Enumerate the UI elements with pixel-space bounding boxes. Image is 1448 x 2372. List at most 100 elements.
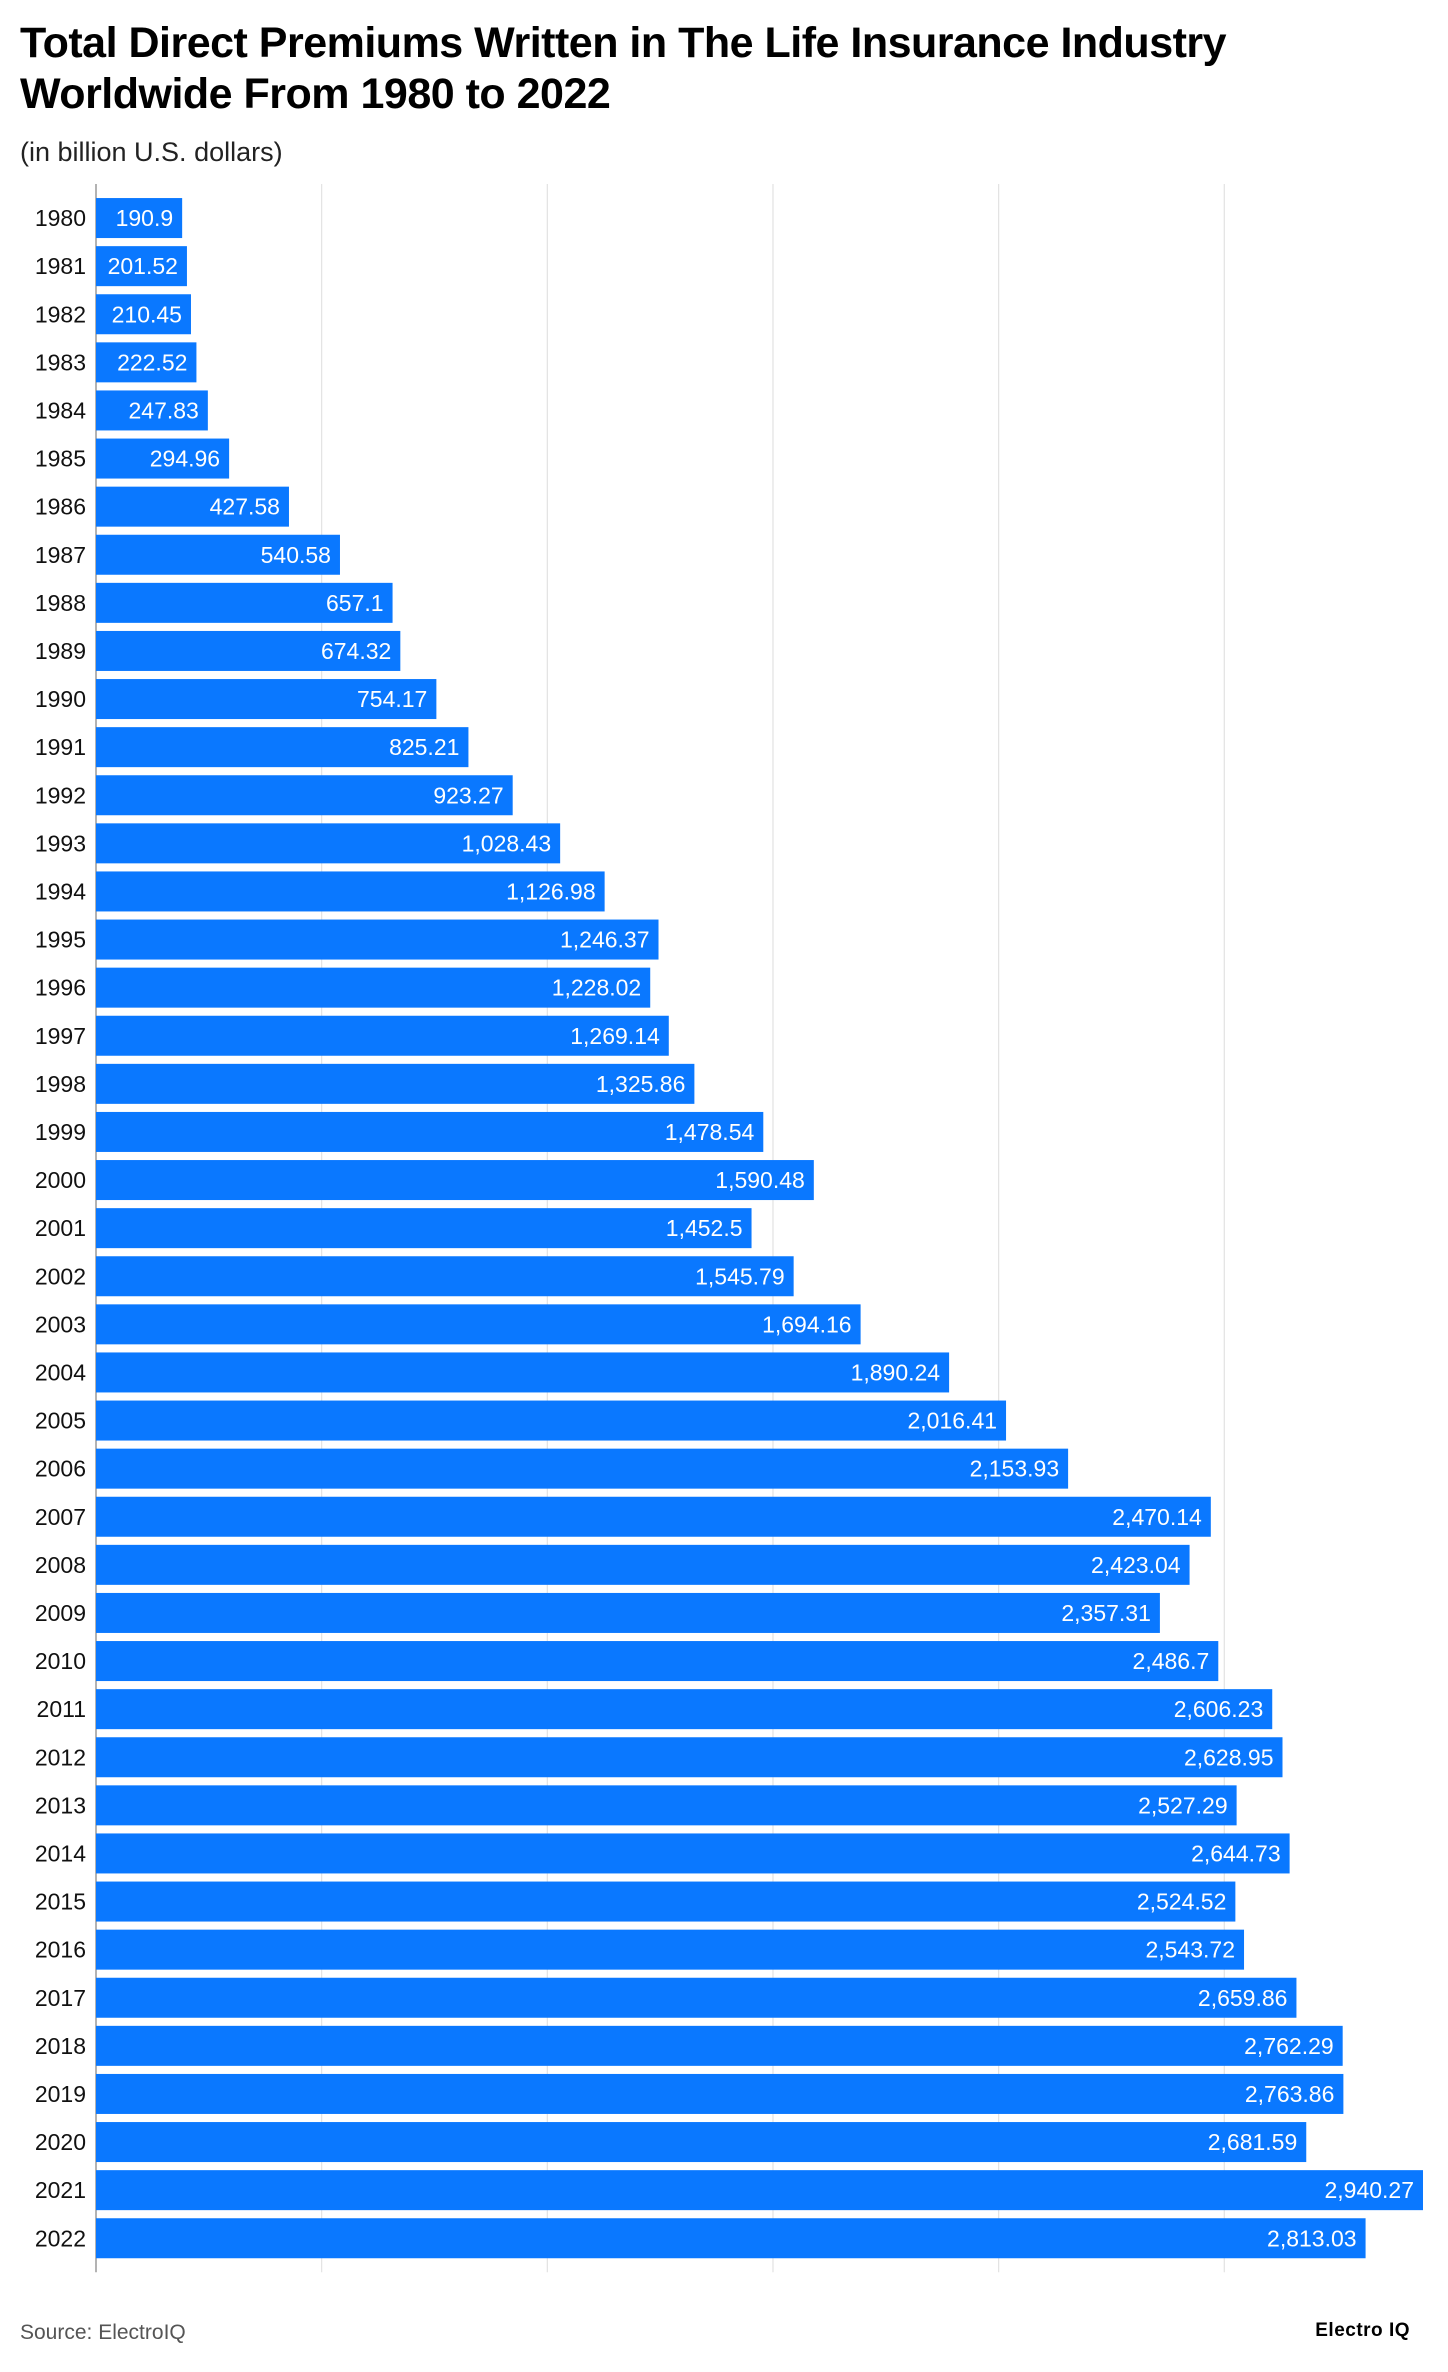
bar (96, 246, 187, 287)
bar (96, 1304, 861, 1345)
category-label: 1981 (35, 253, 86, 279)
value-label: 2,763.86 (1245, 2081, 1335, 2107)
bar (96, 967, 651, 1008)
value-label: 657.1 (326, 590, 384, 616)
value-label: 2,940.27 (1324, 2177, 1414, 2203)
category-label: 1980 (35, 205, 86, 231)
bar (96, 1833, 1290, 1874)
value-label: 2,644.73 (1191, 1840, 1281, 1866)
bar (96, 1063, 695, 1104)
brand-logo: Electro IQ (1315, 2320, 1410, 2341)
value-label: 2,527.29 (1138, 1792, 1228, 1818)
category-label: 2016 (35, 1937, 86, 1963)
bar (96, 775, 513, 816)
value-labels: 190.9 201.52 210.45 222.52 247.83 294.96 427.5… (108, 205, 1414, 2251)
category-label: 1997 (35, 1023, 86, 1049)
bar (96, 630, 401, 671)
bar (96, 2218, 1366, 2259)
category-label: 2010 (35, 1648, 86, 1674)
value-label: 294.96 (150, 446, 220, 472)
bar (96, 1785, 1237, 1826)
x-tick-label: 2,000 (972, 2288, 1025, 2290)
bar (96, 1977, 1297, 2018)
value-label: 247.83 (128, 397, 198, 423)
category-label: 2015 (35, 1889, 86, 1915)
bar (96, 1641, 1219, 1682)
value-label: 754.17 (357, 686, 427, 712)
category-label: 1983 (35, 349, 86, 375)
value-label: 2,524.52 (1137, 1889, 1227, 1915)
bars (96, 198, 1423, 2259)
value-label: 1,028.43 (462, 830, 552, 856)
category-label: 2004 (35, 1359, 86, 1385)
category-label: 1994 (35, 878, 86, 904)
value-label: 1,269.14 (570, 1023, 660, 1049)
category-label: 1992 (35, 782, 86, 808)
bar (96, 1256, 794, 1297)
value-label: 2,486.7 (1133, 1648, 1210, 1674)
value-label: 1,545.79 (695, 1263, 785, 1289)
value-label: 540.58 (261, 542, 331, 568)
bar (96, 1544, 1190, 1585)
x-tick-label: 2,500 (1198, 2288, 1251, 2290)
bar (96, 823, 561, 864)
value-axis: 0 500 1,000 1,500 2,000 2,500 (90, 2288, 1250, 2290)
value-label: 2,423.04 (1091, 1552, 1181, 1578)
chart-subtitle: (in billion U.S. dollars) (20, 137, 283, 167)
category-label: 1999 (35, 1119, 86, 1145)
value-label: 825.21 (389, 734, 459, 760)
category-label: 1996 (35, 975, 86, 1001)
category-label: 2017 (35, 1985, 86, 2011)
value-label: 2,681.59 (1208, 2129, 1298, 2155)
bar (96, 294, 191, 335)
bar (96, 438, 230, 479)
value-label: 222.52 (117, 349, 187, 375)
value-label: 1,228.02 (552, 975, 642, 1001)
category-label: 1988 (35, 590, 86, 616)
x-tick-label: 1,500 (747, 2288, 800, 2290)
bar (96, 582, 393, 623)
value-label: 2,606.23 (1174, 1696, 1264, 1722)
bar (96, 1208, 752, 1249)
value-label: 1,325.86 (596, 1071, 686, 1097)
bar (96, 2170, 1423, 2211)
value-label: 2,813.03 (1267, 2225, 1357, 2251)
category-label: 2012 (35, 1744, 86, 1770)
bar (96, 1352, 950, 1393)
value-label: 1,452.5 (666, 1215, 743, 1241)
bar (96, 1689, 1273, 1730)
bar (96, 1160, 814, 1201)
source-note: Source: ElectroIQ (20, 2321, 186, 2344)
bar (96, 1592, 1160, 1633)
value-label: 427.58 (210, 494, 280, 520)
bar (96, 342, 197, 383)
bar (96, 1737, 1283, 1778)
bar-chart: 190.9 201.52 210.45 222.52 247.83 294.96 427.5… (35, 184, 1423, 2290)
category-label: 2018 (35, 2033, 86, 2059)
value-label: 1,890.24 (851, 1359, 941, 1385)
category-label: 2005 (35, 1408, 86, 1434)
bar (96, 1496, 1211, 1537)
value-label: 2,016.41 (908, 1408, 998, 1434)
bar (96, 2073, 1344, 2114)
category-label: 2011 (37, 1696, 86, 1722)
value-label: 674.32 (321, 638, 391, 664)
value-label: 210.45 (112, 301, 182, 327)
bar (96, 679, 437, 720)
category-label: 2019 (35, 2081, 86, 2107)
value-label: 1,126.98 (506, 878, 596, 904)
category-label: 2009 (35, 1600, 86, 1626)
category-axis: 1980 1981 1982 1983 1984 1985 1986 1987 1988 1989… (35, 205, 86, 2251)
value-label: 1,246.37 (560, 927, 650, 953)
category-label: 2020 (35, 2129, 86, 2155)
category-label: 1986 (35, 494, 86, 520)
bar (96, 1015, 669, 1056)
value-label: 201.52 (108, 253, 178, 279)
value-label: 1,694.16 (762, 1311, 852, 1337)
category-label: 1991 (35, 734, 86, 760)
value-label: 2,357.31 (1061, 1600, 1151, 1626)
chart-title: Total Direct Premiums Written in The Lif… (20, 19, 1227, 118)
category-label: 2003 (35, 1311, 86, 1337)
bar (96, 534, 340, 575)
value-label: 2,659.86 (1198, 1985, 1288, 2011)
